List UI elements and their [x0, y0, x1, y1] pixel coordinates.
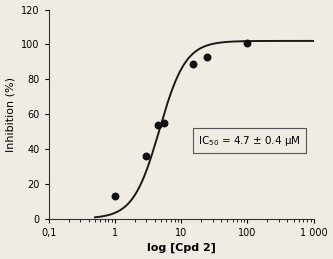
X-axis label: log [Cpd 2]: log [Cpd 2]	[147, 243, 215, 254]
Point	[161, 121, 166, 125]
Point	[190, 61, 195, 66]
Point	[112, 194, 118, 198]
Y-axis label: Inhibition (%): Inhibition (%)	[6, 77, 16, 152]
Text: IC$_{50}$ = 4.7 ± 0.4 μM: IC$_{50}$ = 4.7 ± 0.4 μM	[198, 134, 301, 148]
Point	[205, 54, 210, 59]
Point	[156, 123, 161, 127]
Point	[144, 154, 149, 158]
Point	[245, 41, 250, 45]
